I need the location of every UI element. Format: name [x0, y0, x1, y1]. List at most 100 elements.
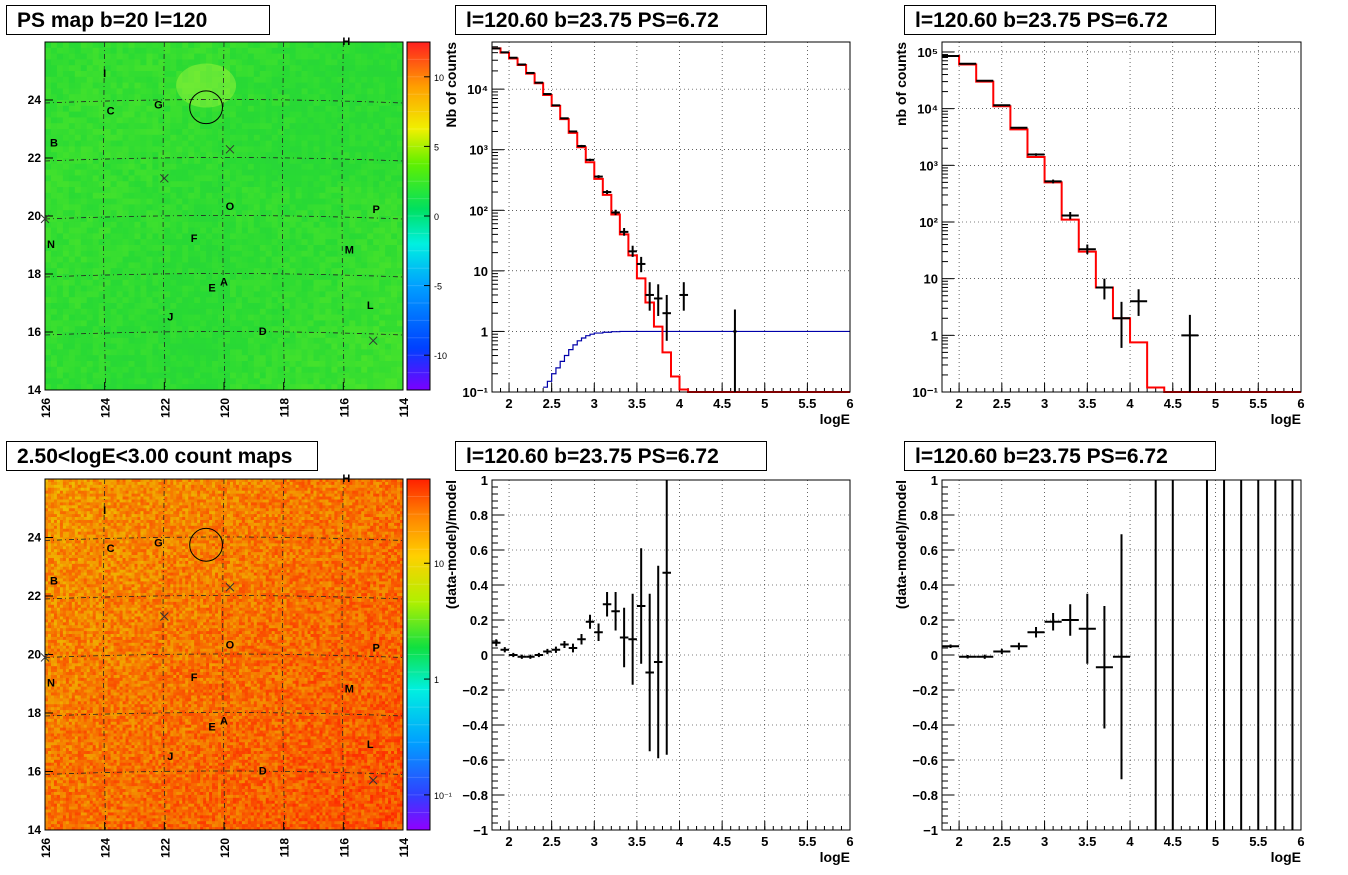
map-pixel	[164, 216, 171, 223]
source-label: M	[345, 245, 354, 257]
map-pixel	[176, 332, 183, 339]
map-pixel	[62, 146, 70, 153]
map-pixel	[68, 82, 76, 89]
map-pixel	[116, 308, 123, 315]
map-pixel	[229, 100, 237, 107]
map-pixel	[116, 146, 123, 153]
map-pixel	[86, 221, 94, 228]
map-pixel	[241, 303, 249, 310]
map-pixel	[53, 786, 58, 790]
map-pixel	[98, 94, 106, 101]
map-pixel	[134, 384, 141, 391]
map-pixel	[56, 239, 64, 246]
map-pixel	[361, 332, 368, 339]
map-pixel	[74, 134, 82, 141]
map-pixel	[253, 100, 261, 107]
map-pixel	[313, 285, 320, 292]
map-pixel	[50, 71, 58, 78]
map-pixel	[104, 42, 112, 49]
map-pixel	[385, 129, 392, 136]
map-pixel	[80, 216, 88, 223]
map-pixel	[176, 163, 183, 170]
map-pixel	[271, 297, 279, 304]
map-pixel	[74, 349, 82, 356]
map-pixel	[50, 809, 55, 813]
map-pixel	[56, 484, 61, 489]
map-pixel	[271, 65, 279, 72]
map-pixel	[343, 245, 350, 252]
map-pixel	[343, 94, 350, 101]
map-pixel	[170, 308, 177, 315]
map-pixel	[385, 343, 392, 350]
longitude-tick-label: 118	[278, 398, 292, 418]
map-pixel	[247, 303, 255, 310]
map-pixel	[53, 596, 58, 600]
map-pixel	[74, 528, 79, 533]
map-pixel	[164, 343, 171, 350]
map-pixel	[65, 593, 70, 597]
map-pixel	[247, 372, 255, 379]
map-pixel	[152, 349, 159, 356]
map-pixel	[206, 187, 213, 194]
map-pixel	[116, 117, 123, 124]
map-pixel	[116, 65, 123, 72]
map-pixel	[247, 274, 255, 281]
map-pixel	[146, 372, 153, 379]
map-pixel	[200, 291, 207, 298]
map-pixel	[349, 250, 356, 257]
map-pixel	[71, 827, 76, 831]
map-pixel	[182, 250, 189, 257]
map-pixel	[98, 175, 106, 182]
map-pixel	[277, 100, 285, 107]
map-pixel	[71, 669, 76, 673]
map-pixel	[337, 227, 344, 234]
map-pixel	[68, 774, 73, 778]
map-pixel	[116, 337, 123, 344]
map-pixel	[98, 76, 106, 83]
map-pixel	[68, 221, 76, 228]
map-pixel	[367, 53, 374, 60]
map-pixel	[367, 42, 374, 49]
map-pixel	[71, 812, 76, 816]
map-pixel	[128, 123, 135, 130]
map-pixel	[80, 140, 88, 147]
map-pixel	[110, 262, 117, 269]
map-pixel	[355, 221, 362, 228]
map-pixel	[319, 274, 326, 281]
map-pixel	[59, 514, 64, 518]
map-pixel	[53, 581, 58, 585]
map-pixel	[104, 82, 112, 89]
map-pixel	[104, 262, 112, 269]
map-pixel	[158, 221, 165, 228]
map-pixel	[194, 268, 201, 275]
map-pixel	[56, 366, 64, 373]
map-pixel	[56, 262, 64, 269]
map-pixel	[373, 221, 380, 228]
map-pixel	[68, 581, 73, 585]
map-pixel	[53, 765, 58, 769]
map-pixel	[68, 140, 76, 147]
map-pixel	[140, 349, 147, 356]
map-pixel	[56, 522, 61, 527]
map-pixel	[176, 88, 183, 95]
map-pixel	[50, 613, 55, 617]
map-pixel	[235, 129, 243, 136]
map-pixel	[50, 590, 55, 594]
map-pixel	[206, 117, 213, 124]
map-pixel	[68, 175, 76, 182]
map-pixel	[188, 355, 195, 362]
map-pixel	[164, 303, 171, 310]
map-pixel	[56, 756, 61, 761]
map-pixel	[80, 343, 88, 350]
map-pixel	[71, 572, 76, 576]
map-pixel	[397, 343, 404, 350]
map-pixel	[343, 256, 350, 263]
map-pixel	[65, 484, 70, 489]
map-pixel	[259, 262, 267, 269]
map-pixel	[188, 268, 195, 275]
map-pixel	[71, 593, 76, 597]
map-pixel	[319, 175, 326, 182]
map-pixel	[62, 601, 67, 606]
map-pixel	[319, 187, 326, 194]
map-pixel	[253, 332, 261, 339]
